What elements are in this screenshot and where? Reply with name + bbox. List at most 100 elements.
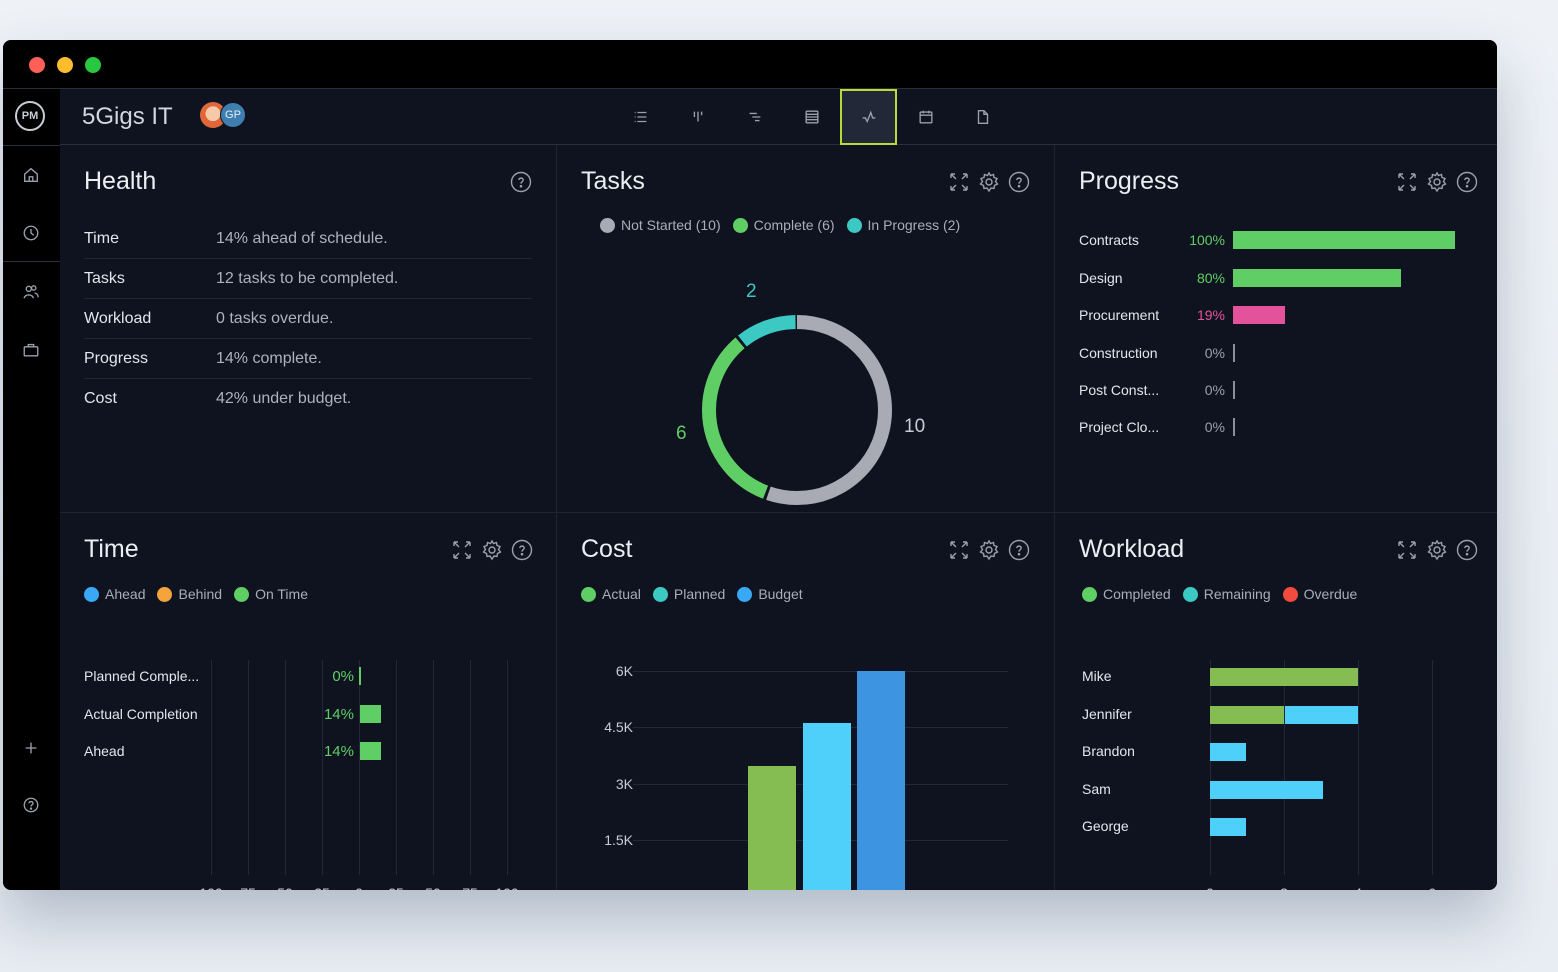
minimize-window-button[interactable] <box>57 57 73 73</box>
gear-icon[interactable] <box>481 539 503 561</box>
gear-icon[interactable] <box>1426 171 1448 193</box>
calendar-view-icon <box>918 110 933 124</box>
donut-segment-complete <box>702 315 892 505</box>
time-panel: Time Ahead Behind On Time Planned Comp <box>60 513 556 890</box>
progress-row-contracts: Contracts 100% <box>1079 230 1455 250</box>
help-icon[interactable] <box>1456 539 1478 561</box>
legend-overdue[interactable]: Overdue <box>1282 586 1357 602</box>
time-bar <box>359 667 361 685</box>
workload-person: Sam <box>1082 781 1111 797</box>
progress-row-post-construction: Post Const... 0% <box>1079 380 1235 400</box>
health-list: Time 14% ahead of schedule. Tasks 12 tas… <box>84 219 532 419</box>
time-row-pct: 0% <box>332 668 354 685</box>
donut-label-in-progress: 2 <box>746 281 757 302</box>
time-row-label: Actual Completion <box>84 706 198 722</box>
briefcase-icon[interactable] <box>21 340 41 360</box>
gear-icon[interactable] <box>978 539 1000 561</box>
panel-title: Workload <box>1079 535 1185 563</box>
board-view-icon <box>693 111 702 122</box>
health-row-workload: Workload 0 tasks overdue. <box>84 299 532 339</box>
legend-actual[interactable]: Actual <box>581 586 641 602</box>
workload-bar-completed[interactable] <box>1210 668 1358 686</box>
progress-bar <box>1233 306 1285 324</box>
legend-budget[interactable]: Budget <box>737 586 803 602</box>
legend-behind[interactable]: Behind <box>157 586 222 602</box>
expand-icon[interactable] <box>1396 171 1418 193</box>
expand-icon[interactable] <box>451 539 473 561</box>
panel-title: Health <box>84 167 157 195</box>
panel-title: Progress <box>1079 167 1180 195</box>
legend-completed[interactable]: Completed <box>1082 586 1171 602</box>
expand-icon[interactable] <box>948 539 970 561</box>
health-value: 12 tasks to be completed. <box>216 269 399 287</box>
panel-title: Tasks <box>581 167 645 195</box>
health-value: 14% ahead of schedule. <box>216 229 388 247</box>
cost-bar-actual[interactable] <box>748 766 796 890</box>
close-window-button[interactable] <box>29 57 45 73</box>
expand-icon[interactable] <box>1396 539 1418 561</box>
gear-icon[interactable] <box>978 171 1000 193</box>
pm-logo[interactable]: PM <box>15 101 45 131</box>
help-icon[interactable] <box>1456 171 1478 193</box>
plus-icon[interactable] <box>21 738 41 758</box>
cost-bar-planned[interactable] <box>803 723 851 890</box>
workload-bar-remaining[interactable] <box>1210 781 1323 799</box>
progress-row-procurement: Procurement 19% <box>1079 305 1285 325</box>
maximize-window-button[interactable] <box>85 57 101 73</box>
legend-complete[interactable]: Complete (6) <box>732 217 835 233</box>
legend-in-progress[interactable]: In Progress (2) <box>846 217 960 233</box>
gantt-view-icon <box>749 112 760 122</box>
donut-segment-not-started <box>702 315 892 505</box>
time-row-pct: 14% <box>323 706 354 723</box>
home-icon[interactable] <box>21 165 41 185</box>
dashboard-view-button[interactable] <box>840 89 897 145</box>
view-switcher <box>612 89 1011 145</box>
workload-bar-completed[interactable] <box>1210 706 1284 724</box>
list-view-icon <box>634 111 646 123</box>
files-view-button[interactable] <box>954 89 1011 145</box>
clock-icon[interactable] <box>21 223 41 243</box>
gear-icon[interactable] <box>1426 539 1448 561</box>
member-avatar-gp[interactable]: GP <box>220 102 246 128</box>
help-icon[interactable] <box>1008 171 1030 193</box>
help-icon[interactable] <box>510 171 532 193</box>
health-value: 42% under budget. <box>216 390 352 407</box>
workload-person: George <box>1082 818 1129 834</box>
health-panel: Health Time 14% ahead of schedule. Tasks… <box>60 145 556 512</box>
health-row-cost: Cost 42% under budget. <box>84 379 532 419</box>
progress-bar <box>1233 269 1401 287</box>
time-row-pct: 14% <box>323 743 354 760</box>
expand-icon[interactable] <box>948 171 970 193</box>
gantt-view-button[interactable] <box>726 89 783 145</box>
health-value: 14% complete. <box>216 349 322 367</box>
workload-bar-remaining[interactable] <box>1210 818 1246 836</box>
calendar-view-button[interactable] <box>897 89 954 145</box>
people-icon[interactable] <box>21 282 41 302</box>
panel-title: Time <box>84 535 139 563</box>
list-view-button[interactable] <box>612 89 669 145</box>
cost-bar-budget[interactable] <box>857 671 905 890</box>
workload-person: Jennifer <box>1082 706 1132 722</box>
dashboard-view-icon <box>862 110 875 124</box>
health-label: Progress <box>84 349 149 367</box>
title-bar <box>3 40 1497 88</box>
help-icon[interactable] <box>21 795 41 815</box>
sidebar: PM <box>3 88 60 890</box>
legend-remaining[interactable]: Remaining <box>1182 586 1271 602</box>
legend-not-started[interactable]: Not Started (10) <box>600 217 721 233</box>
help-icon[interactable] <box>1008 539 1030 561</box>
board-view-button[interactable] <box>669 89 726 145</box>
app-window: PM 5Gigs IT GP <box>3 40 1497 890</box>
legend-planned[interactable]: Planned <box>652 586 725 602</box>
legend-ahead[interactable]: Ahead <box>84 586 145 602</box>
health-label: Cost <box>84 390 117 407</box>
donut-label-complete: 6 <box>676 423 687 444</box>
time-row-label: Ahead <box>84 743 125 759</box>
workload-bar-remaining[interactable] <box>1210 743 1246 761</box>
legend-on-time[interactable]: On Time <box>234 586 308 602</box>
workload-bar-remaining[interactable] <box>1285 706 1358 724</box>
sheet-view-button[interactable] <box>783 89 840 145</box>
help-icon[interactable] <box>511 539 533 561</box>
workload-person: Brandon <box>1082 743 1135 759</box>
workload-legend: Completed Remaining Overdue <box>1082 586 1357 602</box>
